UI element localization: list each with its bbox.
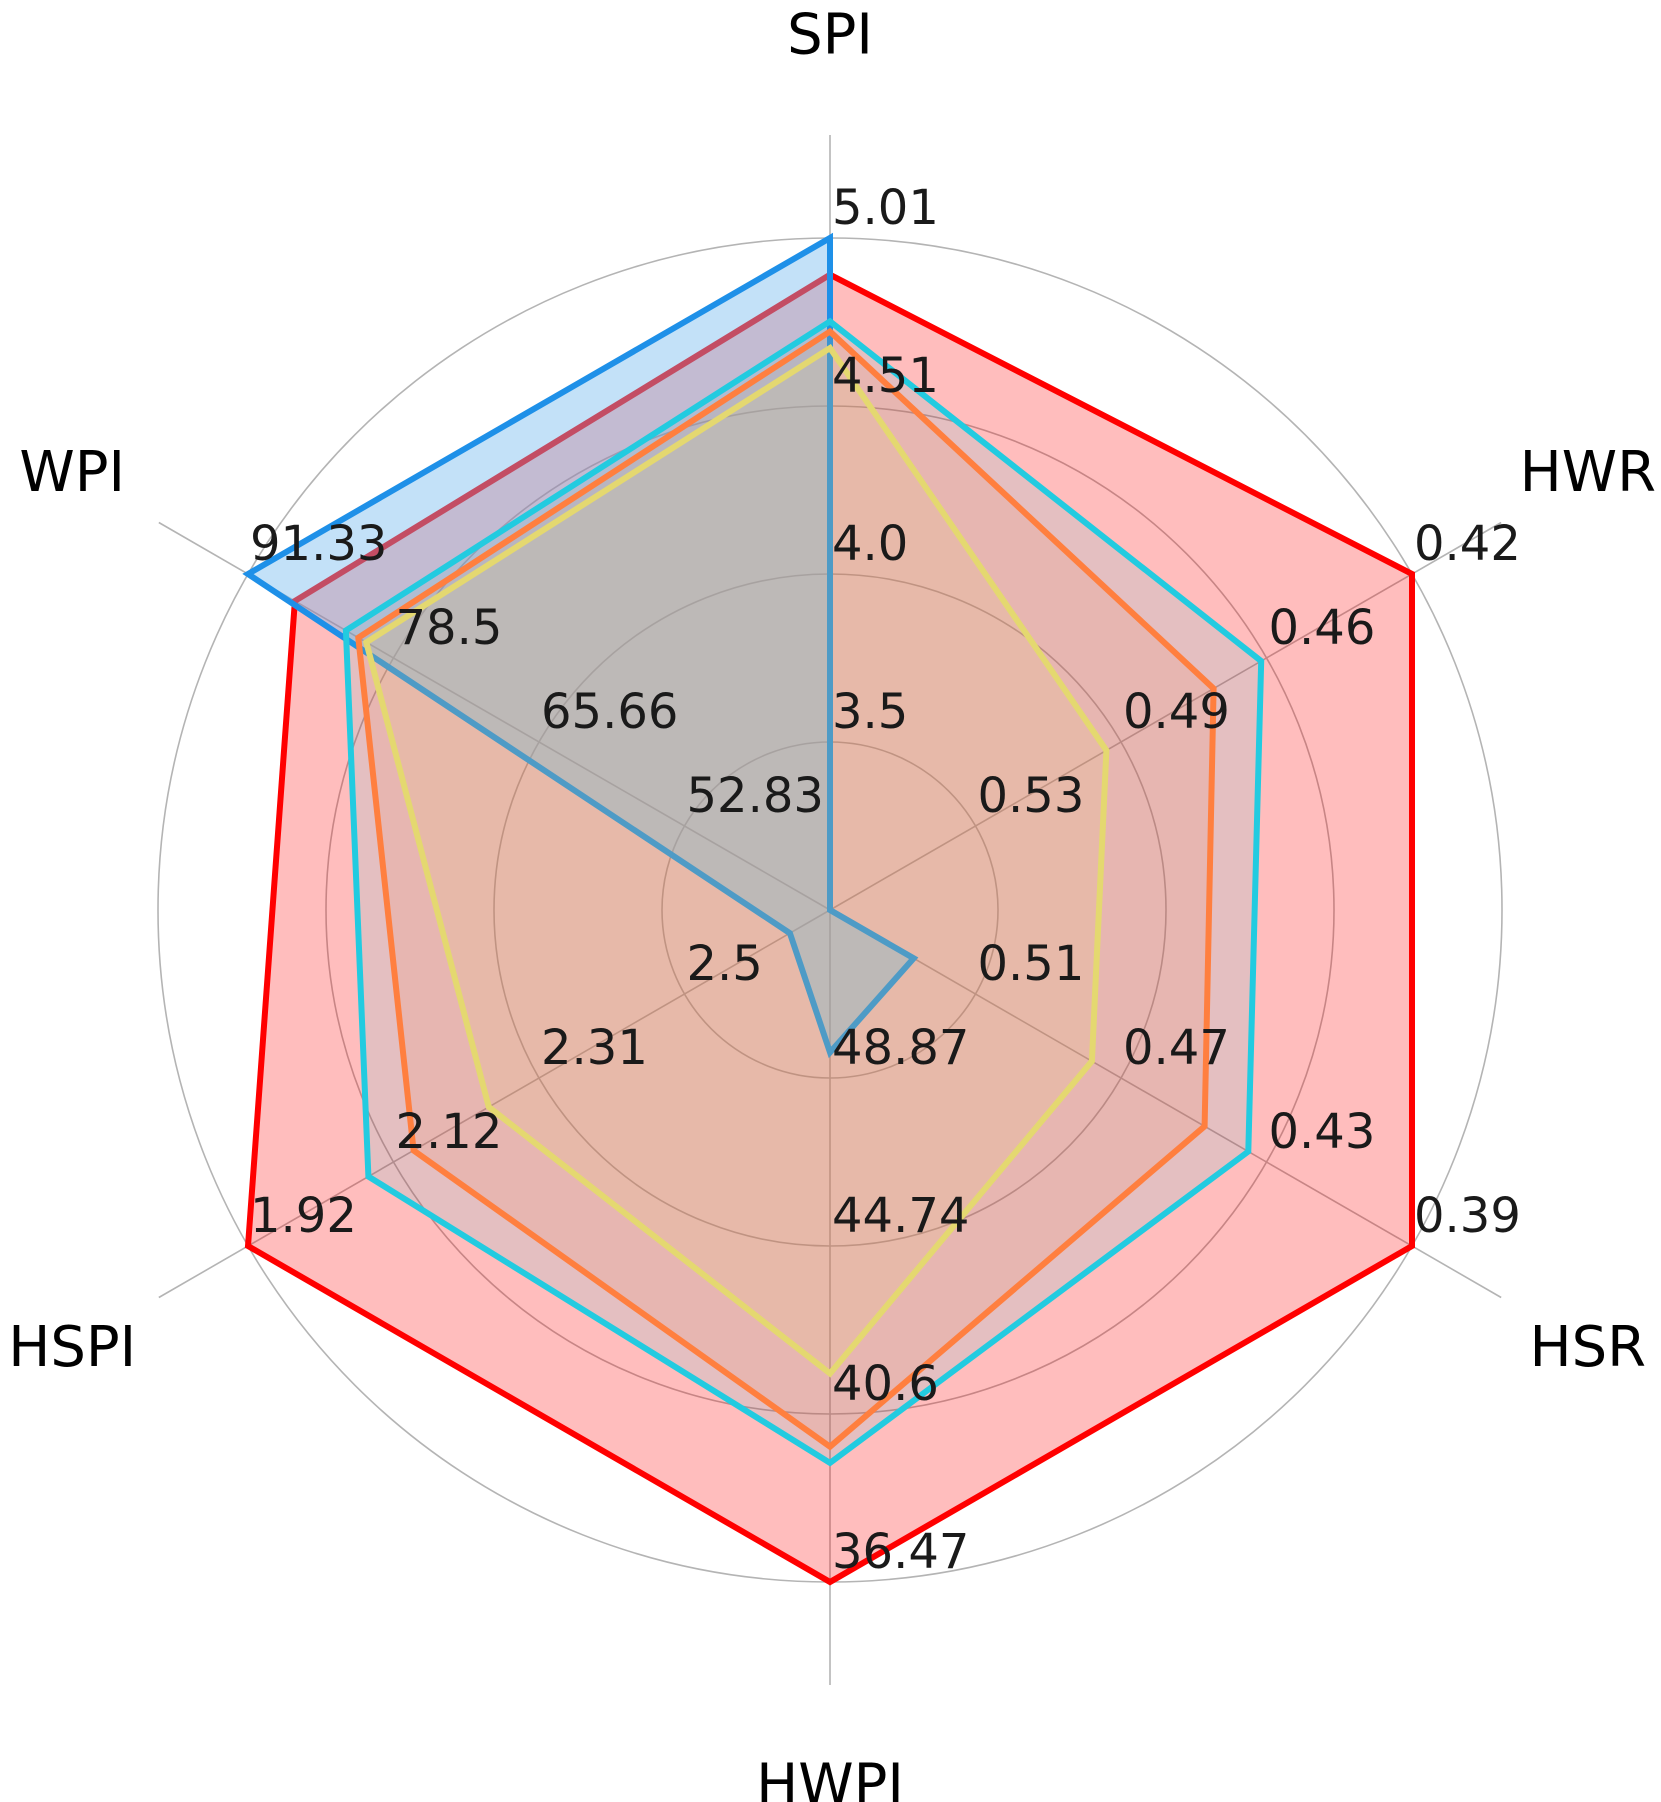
tick-label-hwr-2: 0.49 — [1123, 684, 1230, 740]
tick-label-wpi-2: 65.66 — [541, 684, 678, 740]
tick-label-hspi-2: 2.31 — [541, 1020, 648, 1076]
radar-labels: 3.5 4.0 4.51 5.01 0.53 0.49 0.46 0.42 0.51 0.47 0.… — [8, 3, 1656, 1802]
spoke-hwr — [829, 521, 1502, 911]
series-2-polygon — [242, 232, 919, 1059]
tick-label-spi-4: 5.01 — [832, 180, 939, 236]
tick-label-wpi-4: 91.33 — [250, 516, 387, 572]
tick-label-hsr-3: 0.43 — [1269, 1104, 1376, 1160]
axis-title-hwr: HWR — [1520, 440, 1656, 505]
tick-label-wpi-1: 52.83 — [687, 768, 824, 824]
tick-label-hwpi-3: 40.6 — [832, 1356, 939, 1412]
spoke-hsr — [829, 909, 1502, 1299]
series-5-polygon — [362, 344, 1110, 1378]
axis-title-hwpi: HWPI — [756, 1753, 904, 1802]
tick-label-hwr-4: 0.42 — [1414, 516, 1521, 572]
tick-label-hwr-3: 0.46 — [1269, 600, 1376, 656]
axis-title-hsr: HSR — [1530, 1315, 1647, 1380]
tick-label-hsr-4: 0.39 — [1414, 1188, 1521, 1244]
tick-label-hwpi-4: 36.47 — [832, 1524, 969, 1580]
spoke-hspi — [158, 909, 831, 1299]
tick-label-hwr-1: 0.53 — [978, 768, 1085, 824]
tick-label-hspi-4: 1.92 — [250, 1188, 357, 1244]
tick-label-hspi-3: 2.12 — [396, 1104, 503, 1160]
tick-label-hspi-1: 2.5 — [687, 936, 763, 992]
axis-title-hspi: HSPI — [8, 1315, 136, 1380]
axis-title-spi: SPI — [787, 3, 873, 68]
tick-label-hwpi-2: 44.74 — [832, 1188, 969, 1244]
axis-title-wpi: WPI — [19, 440, 125, 505]
tick-label-spi-1: 3.5 — [832, 684, 908, 740]
tick-label-wpi-3: 78.5 — [396, 600, 503, 656]
tick-label-hwpi-1: 48.87 — [832, 1020, 969, 1076]
tick-label-hsr-1: 0.51 — [978, 936, 1085, 992]
radar-series — [242, 232, 1415, 1586]
tick-label-spi-3: 4.51 — [832, 348, 939, 404]
tick-label-hsr-2: 0.47 — [1123, 1020, 1230, 1076]
tick-label-spi-2: 4.0 — [832, 516, 908, 572]
